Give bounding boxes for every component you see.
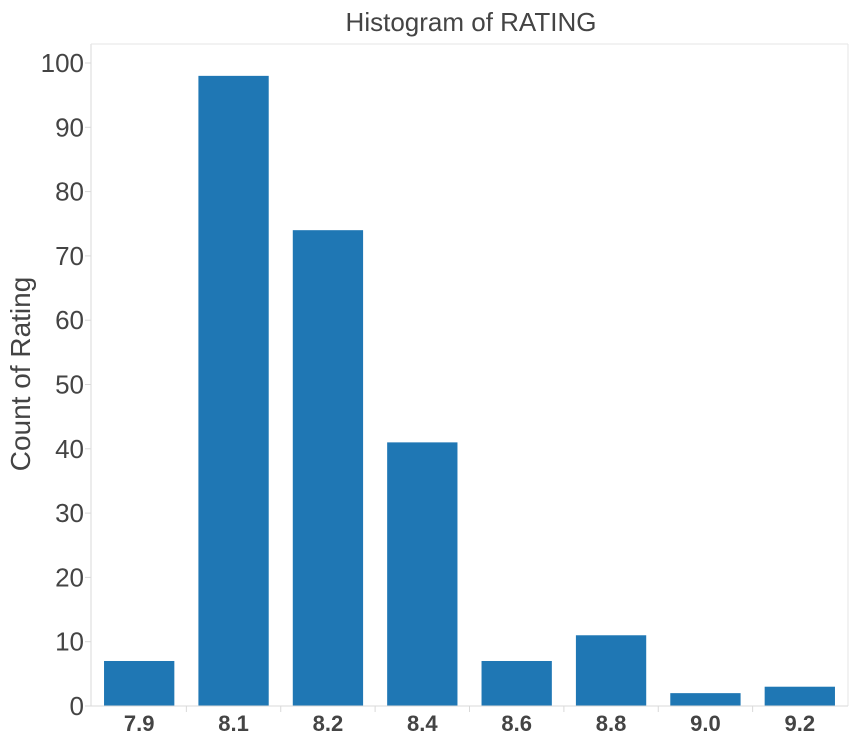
- y-tick-label: 70: [55, 241, 84, 271]
- x-tick-label: 8.6: [501, 711, 532, 736]
- y-tick-label: 30: [55, 498, 84, 528]
- y-tick-label: 10: [55, 627, 84, 657]
- x-tick-label: 8.8: [596, 711, 627, 736]
- y-tick-label: 0: [70, 691, 84, 721]
- axes-group: [85, 43, 849, 707]
- chart-title: Histogram of RATING: [346, 7, 597, 37]
- y-tick-label: 100: [41, 48, 84, 78]
- y-tick-label: 20: [55, 562, 84, 592]
- x-tick-label: 8.1: [218, 711, 249, 736]
- y-tick-label: 90: [55, 112, 84, 142]
- bar: [481, 660, 552, 706]
- y-tick-label: 40: [55, 434, 84, 464]
- x-tick-label: 9.2: [785, 711, 816, 736]
- bar: [387, 442, 458, 706]
- x-tick-label: 8.4: [407, 711, 438, 736]
- y-tick-label: 60: [55, 305, 84, 335]
- y-tick-label: 80: [55, 177, 84, 207]
- bar: [104, 660, 175, 706]
- y-axis-ticks: 0 10 20 30 40 50 60 70 80 90 100: [41, 48, 91, 721]
- bar: [670, 693, 741, 706]
- bar: [198, 75, 269, 707]
- bar: [764, 686, 835, 706]
- bar: [575, 635, 647, 706]
- x-tick-label: 9.0: [690, 711, 721, 736]
- y-axis-label: Count of Rating: [5, 277, 36, 472]
- x-axis-ticks: 7.9 8.1 8.2 8.4 8.6 8.8 9.0 9.2: [124, 706, 815, 736]
- bars-group: [104, 75, 835, 707]
- x-tick-label: 7.9: [124, 711, 155, 736]
- x-tick-label: 8.2: [313, 711, 344, 736]
- y-tick-label: 50: [55, 370, 84, 400]
- bar: [292, 230, 364, 706]
